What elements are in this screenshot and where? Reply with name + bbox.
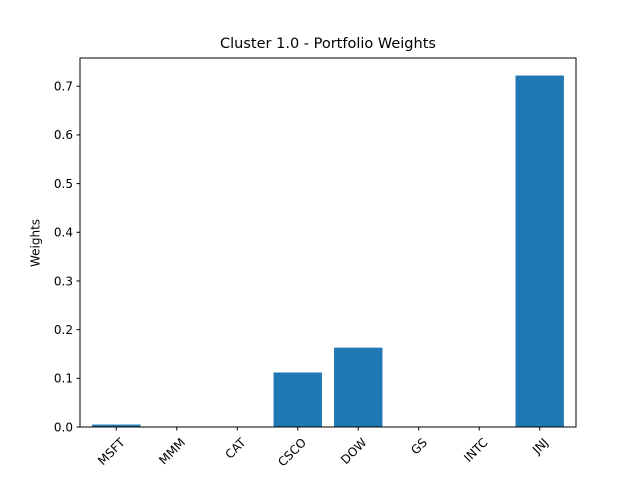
y-tick-label: 0.2 <box>54 323 73 337</box>
bar-csco <box>273 372 322 427</box>
bar-dow <box>334 347 383 427</box>
plot-frame <box>79 57 577 428</box>
y-tick-label: 0.1 <box>54 372 73 386</box>
bar-msft <box>92 424 141 427</box>
y-tick-label: 0.3 <box>54 274 73 288</box>
y-tick-label: 0.6 <box>54 128 73 142</box>
y-tick-label: 0.4 <box>54 226 73 240</box>
chart-title: Cluster 1.0 - Portfolio Weights <box>220 36 436 52</box>
y-tick-label: 0.5 <box>54 177 73 191</box>
y-tick-label: 0.0 <box>54 420 73 434</box>
bars-group <box>92 75 564 427</box>
y-tick-label: 0.7 <box>54 80 73 94</box>
bar-jnj <box>515 75 564 427</box>
y-axis-ticks: 0.0 0.1 0.2 0.3 0.4 0.5 0.6 0.7 <box>54 80 80 434</box>
y-axis-label: Weights <box>29 219 43 267</box>
